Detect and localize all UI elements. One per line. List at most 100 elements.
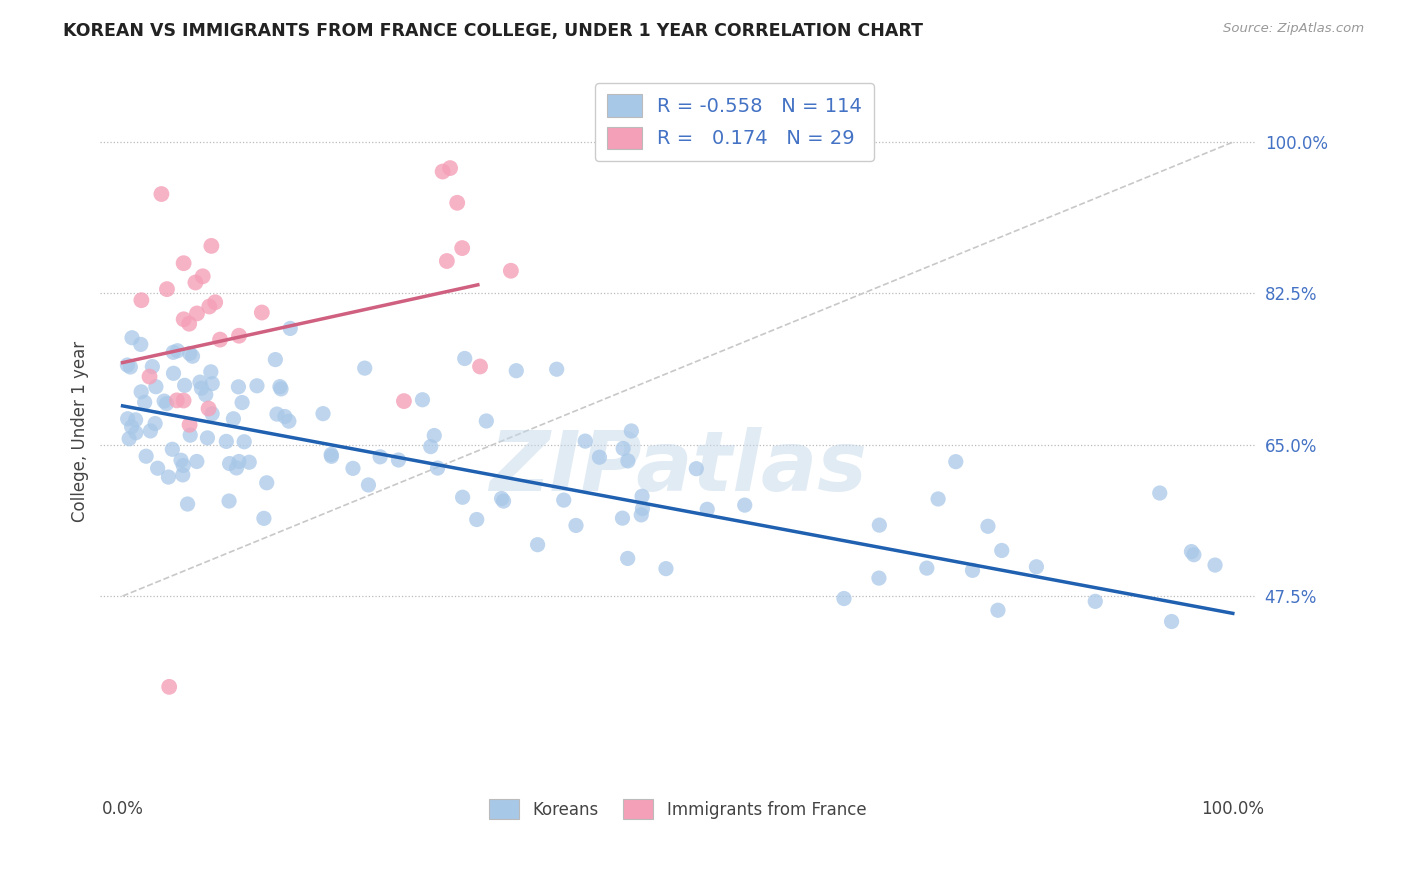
Point xyxy=(423,428,446,442)
Point xyxy=(129,337,152,351)
Point xyxy=(1204,558,1226,572)
Text: ZIPatlas: ZIPatlas xyxy=(489,427,866,508)
Point xyxy=(170,453,193,467)
Point xyxy=(278,321,301,335)
Point xyxy=(526,538,548,552)
Point xyxy=(121,331,143,345)
Point xyxy=(451,490,474,504)
Point xyxy=(228,454,250,468)
Legend: Koreans, Immigrants from France: Koreans, Immigrants from France xyxy=(482,793,873,825)
Point xyxy=(141,359,163,374)
Point xyxy=(620,424,643,438)
Point xyxy=(157,680,180,694)
Point xyxy=(962,563,984,577)
Point xyxy=(200,239,222,253)
Point xyxy=(186,454,208,468)
Text: Source: ZipAtlas.com: Source: ZipAtlas.com xyxy=(1223,22,1364,36)
Point xyxy=(188,375,211,389)
Point xyxy=(125,425,148,440)
Point xyxy=(977,519,1000,533)
Point xyxy=(173,393,195,408)
Point xyxy=(233,434,256,449)
Point xyxy=(927,491,949,506)
Point xyxy=(685,461,707,475)
Point xyxy=(411,392,433,407)
Point xyxy=(734,498,756,512)
Point xyxy=(157,470,180,484)
Point xyxy=(269,379,291,393)
Point xyxy=(166,393,188,408)
Point xyxy=(118,432,141,446)
Point xyxy=(231,395,253,409)
Point xyxy=(197,401,219,416)
Point xyxy=(546,362,568,376)
Point xyxy=(238,455,260,469)
Point xyxy=(124,413,146,427)
Point xyxy=(198,300,221,314)
Point xyxy=(868,518,890,533)
Point xyxy=(139,424,162,438)
Point xyxy=(129,384,152,399)
Point xyxy=(173,378,195,392)
Point xyxy=(616,551,638,566)
Point xyxy=(475,414,498,428)
Point xyxy=(135,449,157,463)
Point xyxy=(468,359,491,374)
Point xyxy=(246,379,269,393)
Point xyxy=(209,333,232,347)
Point xyxy=(155,397,177,411)
Point xyxy=(419,440,441,454)
Point xyxy=(173,256,195,270)
Point xyxy=(179,317,201,331)
Point xyxy=(987,603,1010,617)
Point xyxy=(266,407,288,421)
Point xyxy=(368,450,391,464)
Point xyxy=(945,455,967,469)
Point xyxy=(491,491,513,506)
Point xyxy=(612,511,634,525)
Point xyxy=(162,442,184,457)
Point xyxy=(191,269,214,284)
Point xyxy=(138,369,160,384)
Point xyxy=(1149,486,1171,500)
Point xyxy=(201,407,224,421)
Point xyxy=(1025,559,1047,574)
Point xyxy=(392,394,415,409)
Point xyxy=(156,282,179,296)
Point xyxy=(121,420,143,434)
Point xyxy=(173,312,195,326)
Point xyxy=(162,345,184,359)
Point xyxy=(228,380,250,394)
Point xyxy=(454,351,477,366)
Point xyxy=(357,478,380,492)
Point xyxy=(436,254,458,268)
Point xyxy=(117,358,139,372)
Point xyxy=(696,502,718,516)
Point xyxy=(117,411,139,425)
Point xyxy=(274,409,297,424)
Point xyxy=(1180,544,1202,558)
Point xyxy=(439,161,461,175)
Point xyxy=(131,293,153,308)
Point xyxy=(342,461,364,475)
Point xyxy=(264,352,287,367)
Point xyxy=(553,493,575,508)
Point xyxy=(153,394,176,409)
Point xyxy=(312,407,335,421)
Point xyxy=(868,571,890,585)
Point xyxy=(172,458,194,473)
Point xyxy=(225,461,247,475)
Point xyxy=(832,591,855,606)
Point xyxy=(451,241,474,255)
Point xyxy=(120,359,142,374)
Point xyxy=(915,561,938,575)
Point xyxy=(588,450,610,465)
Point xyxy=(492,494,515,508)
Point xyxy=(146,461,169,475)
Point xyxy=(186,306,208,320)
Point xyxy=(465,512,488,526)
Point xyxy=(1182,548,1205,562)
Point xyxy=(190,381,212,395)
Point xyxy=(150,187,173,202)
Point xyxy=(228,328,250,343)
